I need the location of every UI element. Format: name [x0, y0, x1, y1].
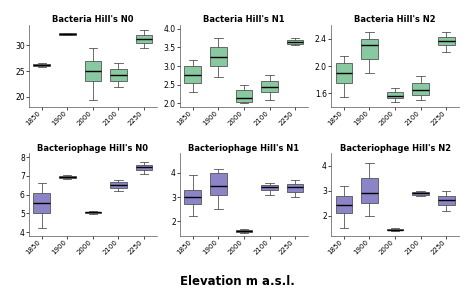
PathPatch shape: [261, 185, 278, 190]
PathPatch shape: [261, 81, 278, 92]
Title: Bacteria Hill's N0: Bacteria Hill's N0: [52, 15, 134, 24]
PathPatch shape: [387, 92, 403, 98]
PathPatch shape: [210, 173, 227, 195]
PathPatch shape: [361, 38, 378, 59]
PathPatch shape: [110, 69, 127, 81]
Title: Bacteriophage Hill's N1: Bacteriophage Hill's N1: [188, 144, 300, 153]
PathPatch shape: [84, 212, 101, 213]
PathPatch shape: [336, 63, 352, 83]
PathPatch shape: [287, 184, 303, 192]
Title: Bacteriophage Hill's N2: Bacteriophage Hill's N2: [339, 144, 451, 153]
PathPatch shape: [110, 182, 127, 188]
PathPatch shape: [236, 91, 252, 102]
PathPatch shape: [136, 35, 152, 43]
PathPatch shape: [412, 83, 429, 95]
Title: Bacteria Hill's N2: Bacteria Hill's N2: [354, 15, 436, 24]
PathPatch shape: [84, 61, 101, 81]
PathPatch shape: [438, 196, 455, 205]
PathPatch shape: [59, 176, 75, 178]
PathPatch shape: [33, 64, 50, 66]
PathPatch shape: [287, 40, 303, 44]
Title: Bacteriophage Hill's N0: Bacteriophage Hill's N0: [37, 144, 148, 153]
PathPatch shape: [412, 192, 429, 195]
PathPatch shape: [361, 178, 378, 203]
PathPatch shape: [387, 229, 403, 230]
PathPatch shape: [210, 47, 227, 66]
Text: Elevation m a.s.l.: Elevation m a.s.l.: [180, 275, 294, 288]
PathPatch shape: [184, 190, 201, 204]
PathPatch shape: [136, 165, 152, 170]
PathPatch shape: [438, 37, 455, 45]
PathPatch shape: [336, 196, 352, 213]
PathPatch shape: [59, 33, 75, 35]
PathPatch shape: [236, 230, 252, 232]
Title: Bacteria Hill's N1: Bacteria Hill's N1: [203, 15, 285, 24]
PathPatch shape: [33, 193, 50, 213]
PathPatch shape: [184, 66, 201, 83]
